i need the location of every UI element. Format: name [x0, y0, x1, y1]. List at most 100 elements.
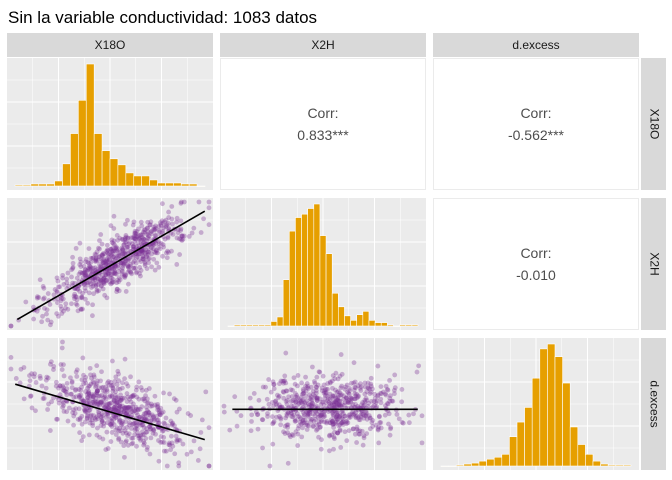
scatter-point	[135, 407, 141, 413]
scatter-point	[109, 237, 115, 243]
scatter-point	[352, 385, 358, 390]
scatter-point	[87, 401, 93, 407]
scatter-point	[127, 396, 132, 402]
scatter-point	[113, 244, 119, 250]
scatter-point	[122, 249, 128, 254]
scatter-point	[52, 287, 58, 292]
scatter-point	[283, 350, 289, 356]
scatter-point	[123, 234, 129, 240]
scatter-point	[76, 271, 82, 277]
scatter-point	[125, 405, 131, 411]
scatter-point	[354, 440, 359, 445]
scatter-point	[133, 387, 139, 393]
scatter-point	[123, 221, 128, 227]
scatter-point	[274, 414, 279, 420]
scatter-point	[75, 416, 81, 422]
histogram-bar	[344, 315, 351, 327]
scatter-point	[316, 369, 322, 375]
scatter-point	[281, 378, 287, 384]
scatter-point	[334, 389, 340, 395]
scatter-point	[34, 295, 40, 301]
scatter-point	[360, 442, 366, 448]
scatter-point	[255, 412, 260, 417]
scatter-point	[165, 234, 171, 240]
scatter-point	[297, 419, 303, 425]
scatter-point	[121, 409, 127, 414]
scatter-point	[144, 254, 150, 260]
scatter-point	[125, 409, 131, 415]
scatter-point	[336, 393, 342, 398]
scatter-point	[331, 393, 337, 399]
scatter-point	[106, 394, 112, 400]
scatter-point	[318, 402, 324, 408]
scatter-point	[139, 237, 144, 243]
scatter-point	[74, 367, 80, 373]
scatter-point	[280, 378, 286, 384]
scatter-point	[139, 248, 145, 253]
scatter-point	[72, 296, 77, 302]
scatter-point	[105, 413, 111, 418]
scatter-point	[366, 386, 371, 391]
scatter-point	[227, 427, 233, 433]
scatter-point	[319, 412, 325, 418]
scatter-point	[92, 277, 98, 283]
scatter-point	[117, 249, 123, 254]
scatter-point	[343, 395, 349, 400]
scatter-point	[160, 428, 165, 434]
scatter-point	[73, 394, 79, 400]
scatter-point	[330, 410, 335, 416]
strip-top-X18O	[7, 33, 213, 57]
scatter-point	[116, 378, 122, 384]
scatter-point	[126, 265, 132, 270]
scatter-point	[120, 237, 126, 243]
histogram-bar	[448, 465, 457, 467]
scatter-point	[103, 258, 109, 264]
scatter-point	[362, 391, 368, 397]
scatter-point	[281, 395, 287, 401]
scatter-point	[370, 424, 376, 429]
scatter-point	[133, 231, 139, 237]
scatter-point	[158, 405, 164, 411]
scatter-point	[340, 411, 346, 417]
scatter-point	[303, 384, 308, 389]
scatter-point	[79, 396, 84, 402]
scatter-point	[155, 238, 161, 244]
scatter-point	[92, 265, 98, 271]
scatter-point	[111, 213, 117, 219]
scatter-point	[115, 409, 121, 414]
scatter-point	[306, 423, 312, 429]
scatter-point	[48, 359, 54, 365]
scatter-point	[159, 439, 165, 445]
scatter-point	[358, 414, 364, 420]
scatter-point	[62, 388, 68, 394]
histogram-bar	[585, 453, 594, 467]
scatter-point	[120, 269, 125, 274]
scatter-point	[163, 217, 169, 223]
scatter-point	[83, 288, 89, 294]
scatter-point	[331, 434, 337, 440]
scatter-point	[87, 263, 92, 269]
scatter-point	[284, 422, 290, 428]
scatter-point	[154, 417, 160, 423]
scatter-point	[161, 448, 167, 454]
scatter-point	[150, 430, 156, 436]
scatter-point	[29, 371, 35, 377]
histogram-bar	[196, 185, 206, 187]
scatter-point	[69, 274, 74, 280]
scatter-point	[130, 260, 136, 265]
scatter-point	[113, 246, 119, 252]
scatter-point	[64, 392, 70, 398]
strip-top-label: X2H	[311, 38, 334, 52]
scatter-point	[80, 398, 86, 404]
scatter-point	[352, 396, 358, 402]
scatter-point	[118, 439, 124, 445]
scatter-point	[319, 411, 325, 417]
scatter-point	[300, 417, 306, 423]
scatter-point	[101, 280, 106, 286]
scatter-point	[159, 218, 165, 224]
scatter-point	[206, 222, 212, 228]
histogram-bar	[547, 343, 556, 467]
scatter-point	[113, 389, 118, 395]
scatter-point	[112, 256, 118, 262]
scatter-point	[137, 235, 143, 241]
